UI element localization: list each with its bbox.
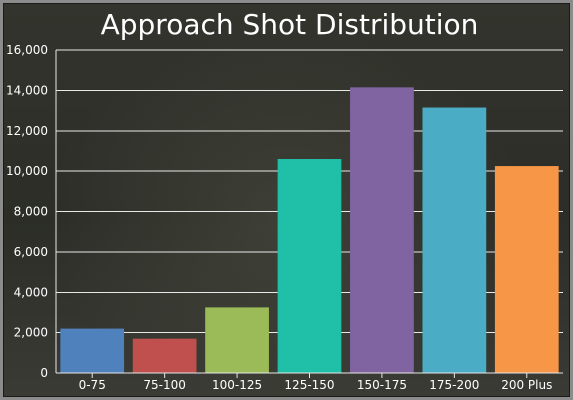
bar — [277, 159, 342, 373]
bar — [205, 307, 269, 373]
bar — [422, 107, 487, 374]
x-tick-label: 150-175 — [357, 378, 407, 392]
y-tick-label: 2,000 — [14, 326, 48, 340]
bar — [132, 338, 197, 373]
x-tick-label: 125-150 — [284, 378, 334, 392]
x-tick-label: 100-125 — [212, 378, 262, 392]
y-tick-label: 12,000 — [6, 124, 48, 138]
x-tick-label: 0-75 — [79, 378, 106, 392]
x-tick-label: 75-100 — [143, 378, 186, 392]
y-tick-label: 8,000 — [14, 205, 48, 219]
y-tick-label: 6,000 — [14, 245, 48, 259]
y-tick-label: 14,000 — [6, 83, 48, 97]
x-tick-label: 175-200 — [429, 378, 479, 392]
bar — [60, 328, 125, 373]
bar — [350, 87, 414, 374]
y-tick-label: 0 — [40, 366, 48, 380]
chart-title: Approach Shot Distribution — [100, 8, 479, 41]
bar — [494, 166, 559, 373]
y-tick-label: 16,000 — [6, 43, 48, 57]
x-tick-label: 200 Plus — [501, 378, 552, 392]
y-tick-label: 4,000 — [14, 285, 48, 299]
y-tick-label: 10,000 — [6, 164, 48, 178]
